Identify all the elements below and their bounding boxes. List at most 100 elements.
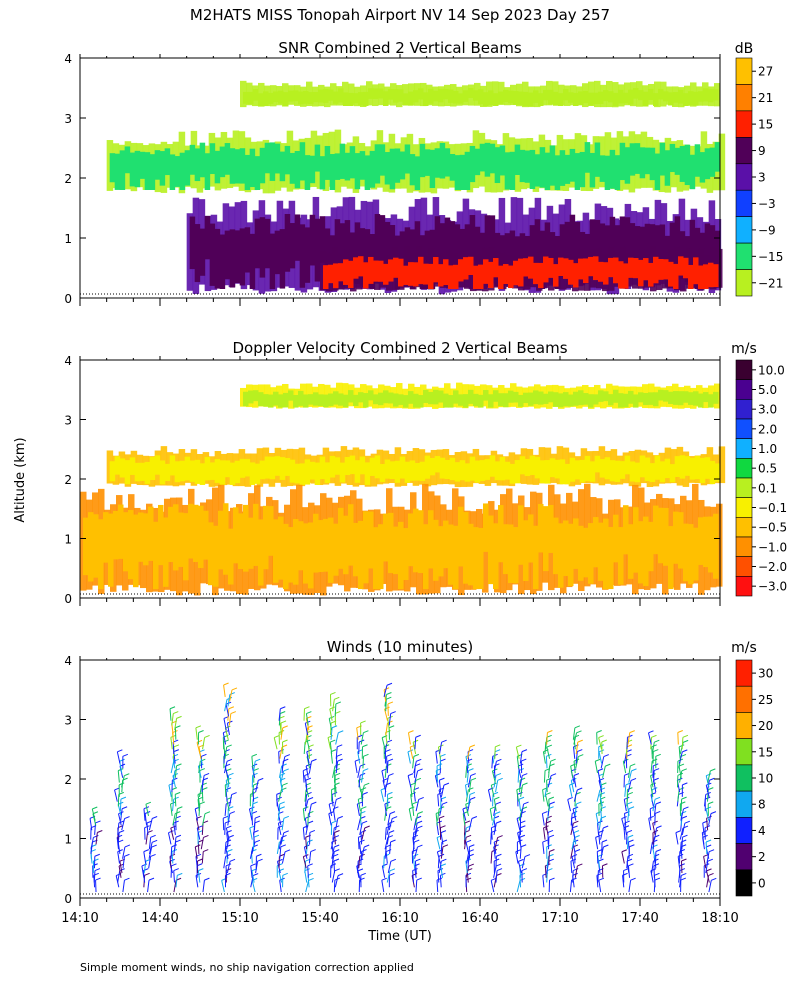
wind-barb-feather (175, 839, 181, 843)
colorbar-swatch (735, 84, 753, 112)
heatmap-cell (538, 391, 544, 405)
wind-barb-feather (148, 877, 155, 881)
heatmap-cell (439, 142, 446, 179)
heatmap-cell (709, 460, 716, 485)
wind-barb-feather (550, 773, 557, 777)
heatmap-cell (194, 459, 201, 484)
wind-barb-feather (650, 806, 656, 810)
heatmap-cell (558, 93, 564, 106)
heatmap-cell (369, 457, 376, 476)
heatmap-cell (513, 527, 519, 584)
wind-barb (594, 761, 598, 774)
wind-barb-feather (469, 744, 476, 748)
heatmap-cell (409, 154, 416, 186)
wind-barb-feather (257, 858, 263, 862)
heatmap-cell (643, 91, 649, 106)
wind-barb (280, 727, 284, 740)
wind-barb (170, 846, 173, 859)
heatmap-cell (304, 155, 311, 190)
wind-barb (229, 794, 233, 807)
heatmap-cell (344, 220, 351, 263)
x-tick-label: 16:40 (461, 911, 498, 926)
wind-barb-feather (415, 734, 421, 738)
colorbar-swatch (735, 685, 753, 713)
heatmap-cell (459, 154, 466, 190)
wind-barb-feather (228, 706, 235, 710)
heatmap-cell (388, 89, 394, 100)
heatmap-cell (323, 89, 329, 103)
heatmap-cell (608, 257, 614, 278)
heatmap-cell (693, 391, 699, 406)
wind-barb (305, 794, 308, 807)
wind-barb-feather (198, 730, 204, 733)
heatmap-cell (519, 456, 526, 475)
wind-barb-feather (598, 744, 604, 748)
wind-barb-feather (522, 773, 528, 777)
wind-barb (573, 746, 576, 759)
wind-barb (329, 708, 333, 721)
heatmap-cell (363, 262, 369, 289)
heatmap-cell (293, 519, 299, 585)
wind-barb (253, 818, 256, 831)
heatmap-cell (419, 143, 426, 178)
wind-barb (624, 784, 627, 797)
wind-barb-feather (308, 877, 314, 881)
wind-barb-feather (628, 806, 635, 810)
heatmap-cell (154, 455, 161, 475)
wind-barb-feather (519, 834, 526, 838)
heatmap-cell (249, 462, 256, 485)
wind-barb (143, 808, 146, 821)
heatmap-plot-area (80, 382, 726, 596)
y-tick-label: 4 (64, 654, 72, 668)
wind-barb-feather (308, 744, 314, 748)
heatmap-cell (523, 520, 529, 581)
wind-barb (708, 813, 712, 826)
wind-barb-feather (177, 872, 183, 876)
wind-barb-feather (542, 811, 548, 815)
heatmap-cell (553, 517, 559, 575)
wind-barb-feather (464, 820, 471, 824)
wind-barb (491, 770, 496, 783)
wind-barb-feather (173, 868, 179, 872)
heatmap-cell (303, 91, 309, 104)
colorbar-swatch (735, 189, 753, 217)
heatmap-cell (553, 91, 559, 106)
heatmap-cell (299, 142, 306, 181)
wind-barb (360, 832, 363, 845)
wind-barb (707, 770, 711, 783)
wind-barb-feather (627, 787, 633, 791)
heatmap-cell (598, 261, 604, 282)
wind-barb (437, 870, 440, 883)
wind-barb (439, 875, 442, 888)
wind-barb (548, 761, 552, 774)
wind-barb (515, 851, 519, 864)
wind-barb-feather (274, 735, 280, 739)
heatmap-cell (268, 92, 274, 104)
wind-barb (116, 837, 119, 850)
wind-barb (335, 818, 339, 831)
wind-barb (172, 813, 176, 826)
heatmap-cell (474, 460, 481, 483)
wind-barb-feather (171, 863, 177, 867)
wind-barb-feather (574, 725, 581, 729)
heatmap-cell (699, 152, 706, 183)
heatmap-cell (303, 523, 309, 584)
wind-barb (602, 766, 606, 778)
heatmap-cell (438, 264, 444, 287)
heatmap-cell (544, 460, 551, 484)
heatmap-cell (533, 525, 539, 590)
wind-barb (466, 770, 469, 783)
wind-barb (95, 832, 98, 845)
y-tick-label: 1 (64, 232, 72, 246)
heatmap-cell (254, 463, 261, 484)
heatmap-cell (224, 460, 231, 478)
heatmap-cell (464, 151, 471, 190)
heatmap-cell (463, 394, 469, 408)
heatmap-cell (399, 456, 406, 479)
wind-barb (628, 770, 632, 783)
wind-barb (389, 841, 392, 855)
heatmap-cell (663, 507, 669, 566)
wind-barb-feather (675, 830, 682, 834)
heatmap-cell (389, 225, 396, 267)
wind-barb (546, 870, 548, 883)
